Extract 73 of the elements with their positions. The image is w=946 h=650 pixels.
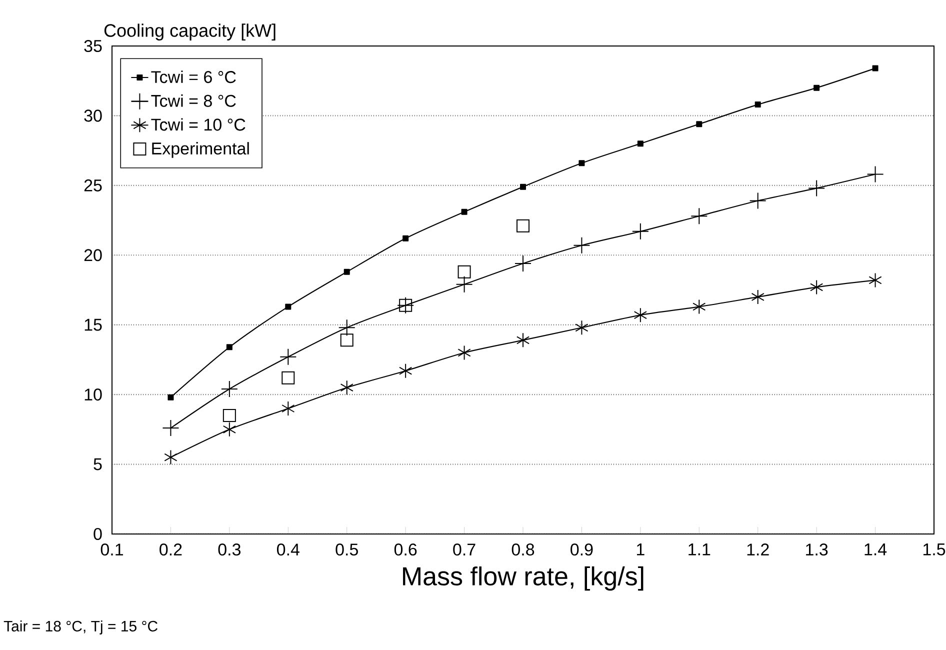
point bbox=[162, 420, 180, 437]
x-tick-label: 1.2 bbox=[747, 544, 769, 556]
x-tick-label: 0.7 bbox=[453, 544, 476, 556]
point bbox=[696, 121, 702, 128]
point bbox=[226, 344, 232, 350]
point bbox=[399, 363, 412, 378]
x-axis-title: Mass flow rate, [kg/s] bbox=[403, 566, 644, 591]
point bbox=[866, 166, 884, 183]
y-tick-label: 35 bbox=[84, 40, 102, 52]
x-tick-label: 1 bbox=[637, 544, 644, 556]
y-tick-label: 20 bbox=[84, 249, 102, 262]
legend-label: Tcwi = 10 °C bbox=[151, 118, 246, 131]
point bbox=[749, 192, 766, 210]
legend-label: Tcwi = 6 °C bbox=[151, 70, 236, 84]
point bbox=[458, 345, 471, 360]
x-tick-label: 0.9 bbox=[570, 544, 593, 556]
point bbox=[690, 208, 708, 225]
point bbox=[520, 184, 526, 190]
point bbox=[692, 299, 706, 314]
point bbox=[754, 102, 761, 108]
point bbox=[282, 401, 295, 416]
point bbox=[751, 289, 764, 304]
x-tick-label: 0.6 bbox=[394, 544, 417, 556]
point bbox=[340, 334, 354, 347]
y-tick-label: 0 bbox=[94, 528, 102, 540]
x-tick-label: 0.2 bbox=[160, 544, 182, 556]
y-tick-label: 10 bbox=[84, 388, 102, 401]
point bbox=[402, 235, 409, 242]
point bbox=[634, 308, 647, 323]
point bbox=[810, 280, 824, 295]
x-tick-label: 1.3 bbox=[806, 544, 828, 556]
point bbox=[164, 450, 178, 465]
x-tick-label: 0.1 bbox=[100, 544, 123, 556]
x-tick-label: 1.4 bbox=[864, 544, 887, 556]
point bbox=[222, 408, 236, 422]
y-axis-title: Cooling capacity [kW] bbox=[104, 24, 276, 40]
legend-label: Tcwi = 8 °C bbox=[151, 94, 236, 107]
x-tick-label: 0.8 bbox=[512, 544, 534, 556]
text: Tair = 18 °C, Tj = 15 °C bbox=[4, 620, 158, 634]
point bbox=[868, 272, 882, 288]
point bbox=[578, 160, 585, 166]
point bbox=[285, 304, 292, 310]
point bbox=[872, 65, 878, 72]
point bbox=[338, 319, 356, 336]
point bbox=[340, 380, 354, 396]
point bbox=[282, 371, 295, 384]
point bbox=[514, 255, 532, 272]
y-tick-label: 30 bbox=[84, 110, 102, 122]
point bbox=[458, 265, 471, 278]
point bbox=[168, 394, 174, 400]
point bbox=[814, 84, 820, 91]
point bbox=[575, 320, 588, 336]
point bbox=[220, 380, 238, 398]
x-tick-label: 1.5 bbox=[923, 544, 946, 556]
point bbox=[516, 332, 530, 348]
y-tick-label: 5 bbox=[94, 458, 102, 470]
x-tick-label: 0.5 bbox=[336, 544, 358, 556]
x-tick-label: 0.3 bbox=[218, 544, 240, 556]
point bbox=[516, 219, 530, 232]
point bbox=[344, 268, 350, 275]
point bbox=[632, 222, 649, 240]
point bbox=[637, 140, 644, 147]
point bbox=[222, 422, 236, 437]
point bbox=[461, 208, 468, 215]
point bbox=[456, 276, 473, 293]
legend-label: Experimental bbox=[152, 142, 249, 158]
point bbox=[808, 180, 826, 197]
point bbox=[280, 348, 297, 366]
y-tick-label: 25 bbox=[84, 179, 102, 192]
x-tick-label: 0.4 bbox=[276, 544, 300, 556]
x-tick-label: 1.1 bbox=[688, 544, 710, 556]
y-tick-label: 15 bbox=[84, 318, 102, 331]
point bbox=[573, 236, 590, 254]
